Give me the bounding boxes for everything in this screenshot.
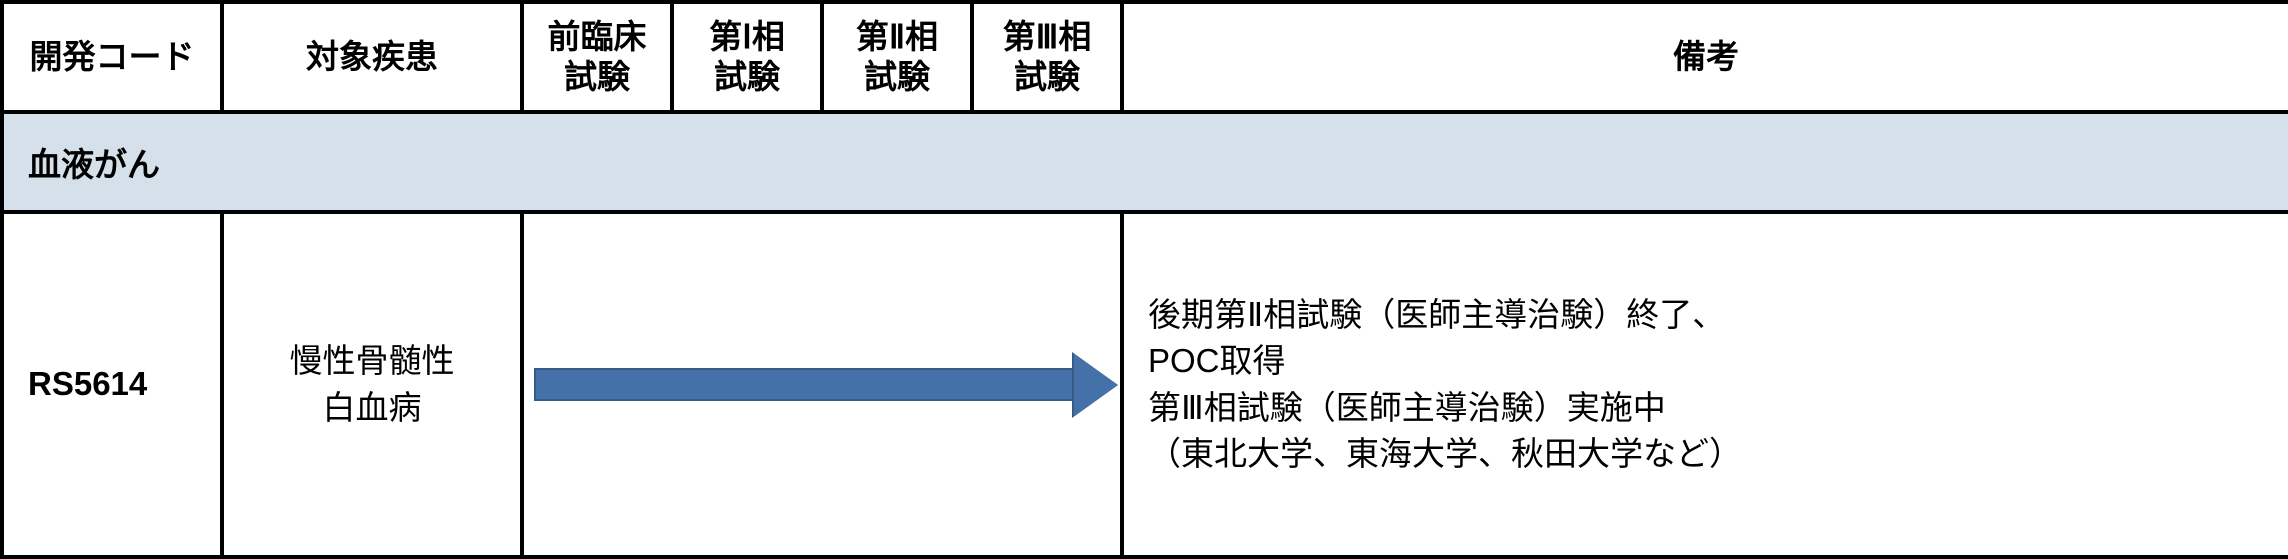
col-header-code: 開発コード: [2, 2, 222, 112]
progress-arrow-icon: [524, 354, 1124, 416]
col-header-remarks: 備考: [1122, 2, 2288, 112]
col-header-phase3: 第Ⅲ相試験: [972, 2, 1122, 112]
cell-phase-progress: [522, 212, 1122, 557]
category-label: 血液がん: [2, 112, 2288, 212]
cell-code: RS5614: [2, 212, 222, 557]
col-header-phase2: 第Ⅱ相試験: [822, 2, 972, 112]
col-header-preclinical: 前臨床試験: [522, 2, 672, 112]
pipeline-table: 開発コード 対象疾患 前臨床試験 第Ⅰ相試験 第Ⅱ相試験 第Ⅲ相試験 備考 血液…: [0, 0, 2288, 559]
table-row: RS5614 慢性骨髄性白血病 後期第Ⅱ相試験（医師主導治験）終了、POC取得第…: [2, 212, 2288, 557]
category-row: 血液がん: [2, 112, 2288, 212]
table-header-row: 開発コード 対象疾患 前臨床試験 第Ⅰ相試験 第Ⅱ相試験 第Ⅲ相試験 備考: [2, 2, 2288, 112]
cell-remarks: 後期第Ⅱ相試験（医師主導治験）終了、POC取得第Ⅲ相試験（医師主導治験）実施中（…: [1122, 212, 2288, 557]
cell-disease: 慢性骨髄性白血病: [222, 212, 522, 557]
col-header-phase1: 第Ⅰ相試験: [672, 2, 822, 112]
col-header-disease: 対象疾患: [222, 2, 522, 112]
